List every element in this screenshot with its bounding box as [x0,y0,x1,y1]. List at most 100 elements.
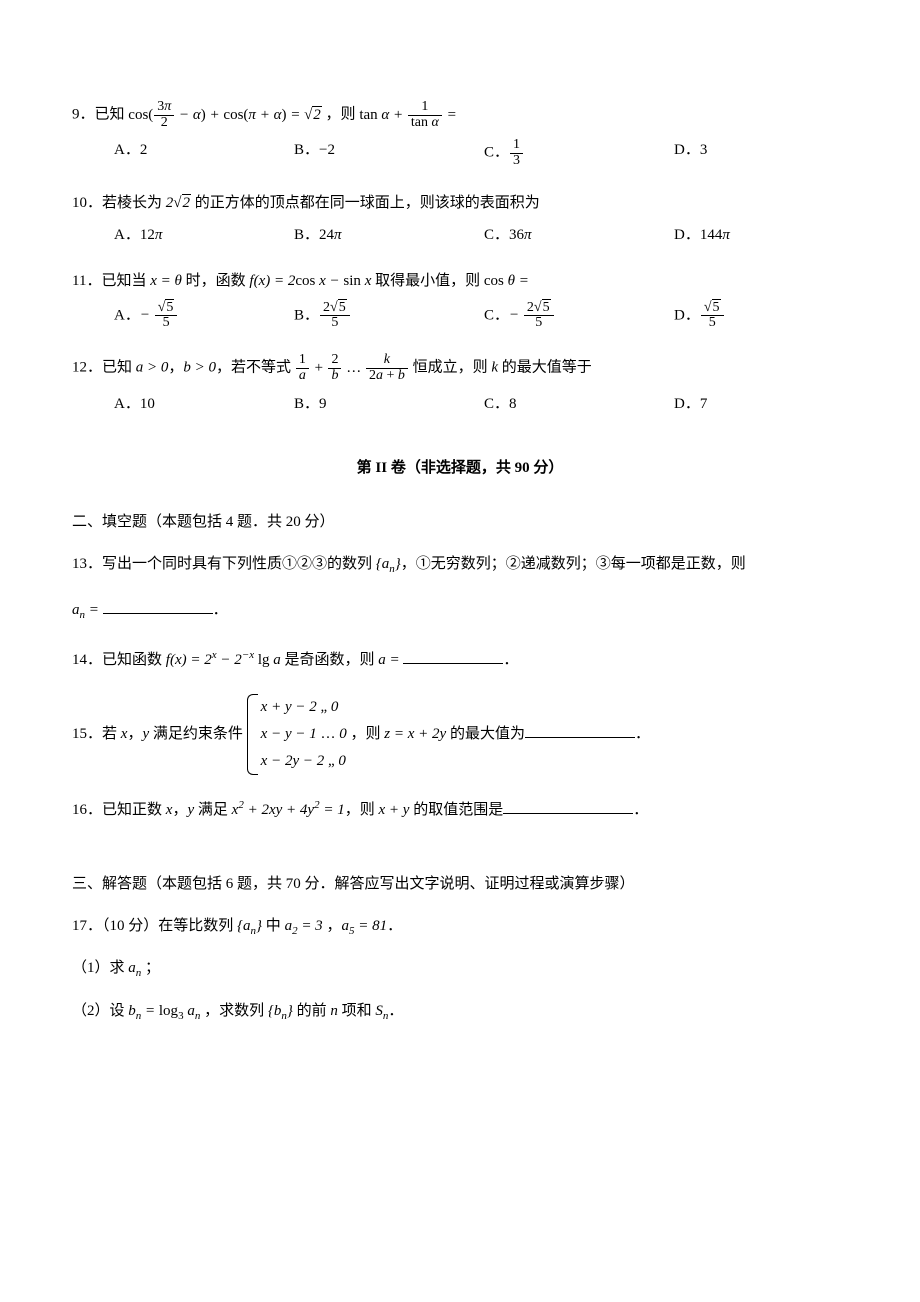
q17-s2-t4: 项和 [338,1003,376,1019]
q9-number: 9． [72,107,95,123]
q9-options: A．2 B．−2 C．13 D．3 [72,138,848,168]
q9-opt-c-label: C． [484,145,509,161]
q16-t2: 满足 [194,802,232,818]
q9-formula-rhs: tan α + 1tan α = [359,107,456,123]
q13-number: 13． [72,556,102,572]
q15-case1: x + y − 2 „ 0 [261,694,347,721]
q16-expr: x + y [378,802,409,818]
question-12: 12．已知 a > 0，b > 0，若不等式 1a + 2b … k2a + b… [72,353,848,415]
q12-c1: a > 0 [136,360,169,376]
q17-Sn: Sn [375,1003,388,1019]
q16-number: 16． [72,802,102,818]
q10-stem: 10．若棱长为 22 的正方体的顶点都在同一球面上，则该球的表面积为 [72,191,848,215]
q11-options: A．− 55 B．255 C．− 255 D．55 [72,301,848,331]
q17-s2-t2: ，求数列 [200,1003,268,1019]
q9-opt-a: A．2 [114,138,294,168]
q13-line2: an = ． [72,598,848,625]
question-13: 13．写出一个同时具有下列性质①②③的数列 {an}，①无穷数列；②递减数列；③… [72,552,848,625]
q14-number: 14． [72,652,102,668]
q12-opt-d: D．7 [674,392,707,416]
q17-seq: {an} [237,918,262,934]
q15-t2: 满足约束条件 [149,726,247,742]
q17-bseq: {bn} [268,1003,293,1019]
q16-s1: ， [172,802,187,818]
q17-s2-t1: （2）设 [72,1003,128,1019]
q15-case3: x − 2y − 2 „ 0 [261,748,347,775]
q17-bn: bn = log3 an [128,1003,200,1019]
q13-line1: 13．写出一个同时具有下列性质①②③的数列 {an}，①无穷数列；②递减数列；③… [72,552,848,579]
q17-number: 17． [72,918,102,934]
q17-s2-end: ． [388,1003,403,1019]
q17-end: ． [387,918,402,934]
q15-t3: ，则 [347,726,385,742]
q10-number: 10． [72,195,102,211]
q13-an: an = [72,602,103,618]
q9-opt-d: D．3 [674,138,707,168]
q17-n: n [330,1003,338,1019]
q13-t2: ，①无穷数列；②递减数列；③每一项都是正数，则 [401,556,746,572]
q17-t1: 在等比数列 [158,918,237,934]
q12-number: 12． [72,360,102,376]
q14-func: f(x) = 2x − 2−x lg a [166,652,281,668]
q10-opt-c: C．36π [484,223,674,247]
q12-opt-c: C．8 [484,392,674,416]
q16-eq: x2 + 2xy + 4y2 = 1 [232,802,345,818]
question-11: 11．已知当 x = θ 时，函数 f(x) = 2cos x − sin x … [72,269,848,331]
q17-s1: ， [323,918,342,934]
q14-blank [403,648,503,664]
q17-points: （10 分） [102,918,158,934]
q14-ask: a = [378,652,403,668]
q17-c2: a5 = 81 [341,918,387,934]
q17-sub1: （1）求 an ； [72,956,848,983]
q10-edge: 22 [166,195,191,211]
q15-blank [525,722,635,738]
q11-func: f(x) = 2cos x − sin x [249,273,371,289]
q12-c2: b > 0 [183,360,216,376]
question-10: 10．若棱长为 22 的正方体的顶点都在同一球面上，则该球的表面积为 A．12π… [72,191,848,247]
q10-text-2: 的正方体的顶点都在同一球面上，则该球的表面积为 [191,195,540,211]
q12-stem: 12．已知 a > 0，b > 0，若不等式 1a + 2b … k2a + b… [72,353,848,383]
fill-section-head: 二、填空题（本题包括 4 题．共 20 分） [72,510,848,534]
question-16: 16．已知正数 x，y 满足 x2 + 2xy + 4y2 = 1，则 x + … [72,797,848,822]
q15-obj: z = x + 2y [384,726,446,742]
q17-sub2: （2）设 bn = log3 an ，求数列 {bn} 的前 n 项和 Sn． [72,999,848,1026]
q12-t2: ，若不等式 [216,360,295,376]
question-17: 17．（10 分）在等比数列 {an} 中 a2 = 3 ，a5 = 81． （… [72,914,848,1026]
q11-cond: x = θ [150,273,182,289]
q12-t3: 恒成立，则 [409,360,492,376]
q11-a-lab: A． [114,307,140,323]
q15-t4: 的最大值为 [446,726,525,742]
q11-t2: 时，函数 [182,273,250,289]
q17-c1: a2 = 3 [285,918,323,934]
q9-c-den: 3 [510,154,523,169]
q17-s2-t3: 的前 [293,1003,331,1019]
q12-options: A．10 B．9 C．8 D．7 [72,392,848,416]
q16-t3: ，则 [345,802,379,818]
q9-stem: 9．已知 cos(3π2 − α) + cos(π + α) = 2 ，则 ta… [72,100,848,130]
q11-t1: 已知当 [101,273,150,289]
q11-opt-c: C．− 255 [484,301,674,331]
solve-section-head: 三、解答题（本题包括 6 题，共 70 分．解答应写出文字说明、证明过程或演算步… [72,872,848,896]
q12-opt-b: B．9 [294,392,484,416]
q10-opt-d: D．144π [674,223,730,247]
q12-s1: ， [168,360,183,376]
q16-blank [503,798,633,814]
q10-options: A．12π B．24π C．36π D．144π [72,223,848,247]
q14-t2: 是奇函数，则 [281,652,379,668]
q11-opt-d: D．55 [674,301,725,331]
q11-opt-a: A．− 55 [114,301,294,331]
q15-case2: x − y − 1 … 0 [261,721,347,748]
q17-stem: 17．（10 分）在等比数列 {an} 中 a2 = 3 ，a5 = 81． [72,914,848,941]
q17-t2: 中 [262,918,285,934]
q15-t1: 若 [102,726,121,742]
q10-opt-a: A．12π [114,223,294,247]
q9-text-2: ，则 [322,107,360,123]
q13-t1: 写出一个同时具有下列性质①②③的数列 [102,556,376,572]
q12-t1: 已知 [102,360,136,376]
q15-number: 15． [72,726,102,742]
q11-stem: 11．已知当 x = θ 时，函数 f(x) = 2cos x − sin x … [72,269,848,293]
q15-cases: x + y − 2 „ 0 x − y − 1 … 0 x − 2y − 2 „… [247,694,347,775]
q15-s1: ， [127,726,142,742]
q11-t3: 取得最小值，则 [371,273,484,289]
q11-opt-b: B．255 [294,301,484,331]
